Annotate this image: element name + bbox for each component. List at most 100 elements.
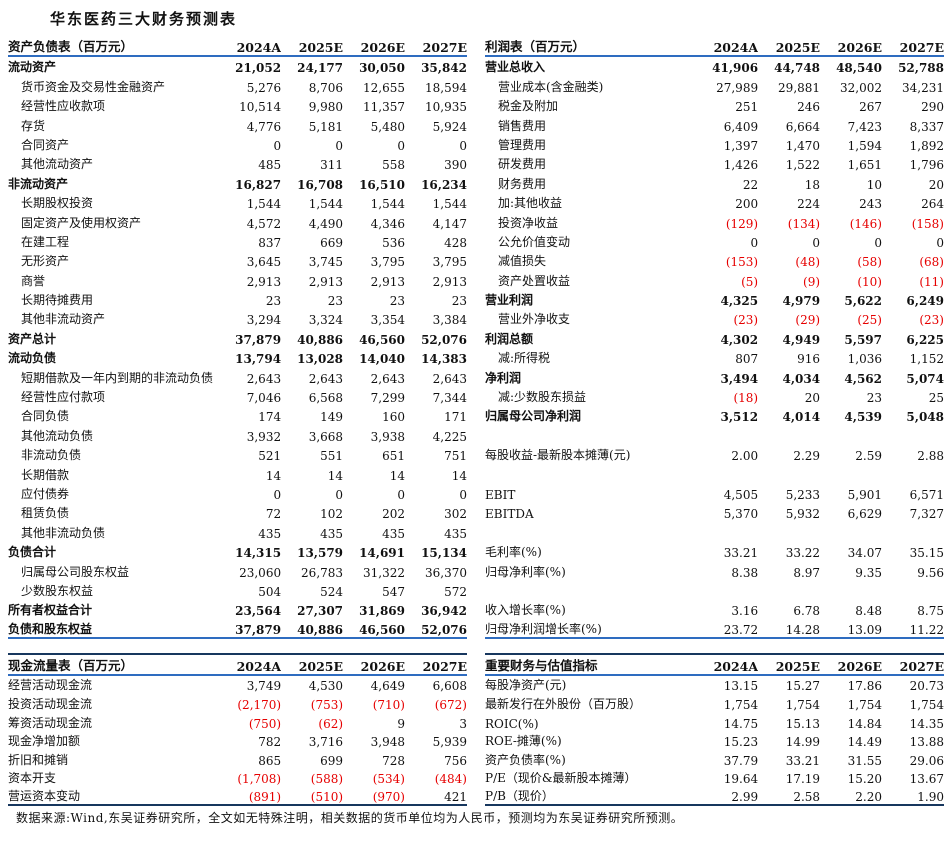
cell-value: 31,322 [363, 565, 405, 580]
cell-value: 6,571 [909, 487, 944, 502]
cell-value: 6,568 [308, 391, 344, 406]
row-label [485, 580, 696, 599]
table-row: 经营活动现金流 3,749 4,530 4,649 6,608 [8, 675, 467, 693]
row-label: 最新发行在外股份（百万股） [485, 696, 642, 711]
cell-value: 1,470 [785, 138, 821, 153]
cell-value: (750) [248, 716, 282, 731]
row-label: 现金净增加额 [8, 734, 81, 749]
row-label: 每股净资产(元) [485, 678, 567, 693]
row-label: 营业总收入 [485, 60, 546, 75]
table-row: 其他流动资产 485 311 558 390 [8, 153, 467, 172]
cell-value: 3,668 [308, 429, 344, 444]
table-row: ROE-摊薄(%) 15.23 14.99 14.49 13.88 [485, 731, 944, 749]
table-row: 减:少数股东损益 (18) 20 23 25 [485, 386, 944, 405]
cell-value: 2,913 [432, 274, 467, 289]
cell-value: 1,426 [723, 158, 759, 173]
cell-value: 435 [382, 526, 405, 541]
cell-value: 1,522 [785, 158, 821, 173]
cell-value: 202 [382, 507, 405, 522]
report-page: 华东医药三大财务预测表 资产负债表（百万元） 2024A 2025E 2026E… [8, 10, 944, 825]
table-row: 归母净利润增长率(%) 23.72 14.28 13.09 11.22 [485, 618, 944, 637]
cell-value: 4,572 [246, 216, 282, 231]
cell-value: 251 [735, 100, 759, 115]
row-label: 其他非流动资产 [21, 312, 106, 327]
cell-value: 25 [928, 391, 944, 406]
row-label: 加:其他收益 [498, 196, 563, 211]
row-label: 经营性应付款项 [21, 390, 106, 405]
cell-value: 0 [936, 235, 944, 250]
row-label: 租赁负债 [21, 506, 70, 521]
table-header-row: 现金流量表（百万元） 2024A 2025E 2026E 2027E [8, 653, 467, 676]
cell-value: 521 [258, 449, 282, 464]
cell-value: 435 [444, 526, 467, 541]
cell-value: 6,225 [906, 332, 944, 347]
cell-value: 3,948 [370, 735, 405, 750]
cell-value: 31,869 [359, 604, 405, 619]
table-header-label: 利润表（百万元） [485, 35, 697, 57]
cell-value: 2,643 [370, 371, 405, 386]
data-source-note: 数据来源:Wind,东吴证券研究所，全文如无特殊注明，相关数据的货币单位均为人民… [16, 810, 684, 825]
cell-value: 3,745 [308, 255, 344, 270]
cell-value: 8.75 [917, 604, 944, 619]
cell-value: (146) [849, 216, 882, 231]
cell-value: 14.75 [723, 716, 759, 731]
row-label: 研发费用 [498, 157, 547, 172]
row-label: 减:少数股东损益 [498, 390, 587, 405]
cell-value: 751 [444, 449, 467, 464]
cell-value: (68) [919, 255, 944, 270]
row-label: 资本开支 [8, 771, 57, 786]
table-row: 其他非流动负债 435 435 435 435 [8, 521, 467, 541]
cell-value: 18,594 [425, 80, 467, 95]
row-label: 折旧和摊销 [8, 752, 69, 767]
cell-value: 4,949 [782, 332, 821, 347]
cell-value: 14.84 [847, 716, 882, 731]
row-label [485, 521, 696, 540]
cell-value: (23) [919, 313, 944, 328]
cell-value: 13,579 [297, 546, 344, 561]
cell-value: 2.99 [731, 789, 759, 804]
cell-value: 504 [258, 584, 282, 599]
cell-value: 149 [320, 410, 344, 425]
table-header-label: 重要财务与估值指标 [485, 653, 697, 676]
cell-value: (129) [725, 216, 759, 231]
cell-value: 0 [750, 235, 759, 250]
row-label: 资产负债率(%) [485, 752, 566, 767]
row-label: 归属母公司股东权益 [21, 564, 130, 579]
cell-value: 3,294 [246, 313, 282, 328]
column-header-2025e: 2025E [281, 35, 344, 57]
cell-value: 8.38 [731, 565, 759, 580]
cell-value: 34.07 [847, 546, 882, 561]
cell-value: 11,357 [363, 100, 405, 115]
table-row: 经营性应付款项 7,046 6,568 7,299 7,344 [8, 386, 467, 405]
cell-value: 1,754 [785, 697, 821, 712]
row-label: 归母净利润增长率(%) [485, 621, 602, 636]
row-label: 负债和股东权益 [8, 621, 93, 636]
cell-value: 14 [389, 468, 405, 483]
cell-value: 29,881 [778, 80, 821, 95]
table-row: 销售费用 6,409 6,664 7,423 8,337 [485, 114, 944, 134]
table-header-label: 资产负债表（百万元） [8, 35, 220, 57]
cell-value: 1,892 [909, 138, 944, 153]
cell-value: (62) [318, 716, 344, 731]
table-row: 公允价值变动 0 0 0 0 [485, 231, 944, 250]
cell-value: (23) [733, 313, 759, 328]
cell-value: 1,544 [308, 197, 344, 212]
cell-value: (5) [741, 274, 759, 289]
table-row: 长期待摊费用 23 23 23 23 [8, 289, 467, 308]
row-label: 收入增长率(%) [485, 603, 566, 618]
table-row: 每股净资产(元) 13.15 15.27 17.86 20.73 [485, 675, 944, 693]
cell-value: (484) [434, 772, 467, 787]
metrics-table: 重要财务与估值指标 2024A 2025E 2026E 2027E 每股净资产(… [485, 652, 944, 806]
cell-value: 19.64 [723, 772, 759, 787]
row-label: 无形资产 [21, 254, 70, 269]
cell-value: (11) [919, 274, 944, 289]
cell-value: (48) [795, 255, 821, 270]
column-header-2025e: 2025E [758, 35, 821, 57]
cell-value: 4,225 [432, 429, 467, 444]
cell-value: 699 [320, 753, 344, 768]
table-row: 财务费用 22 18 10 20 [485, 172, 944, 192]
cell-value: 21,052 [235, 61, 282, 76]
cell-value: 4,505 [723, 487, 759, 502]
cell-value: 72 [265, 507, 282, 522]
row-label: 营运资本变动 [8, 788, 81, 803]
